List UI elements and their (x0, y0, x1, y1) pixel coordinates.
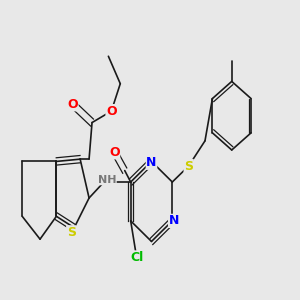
Text: S: S (67, 226, 76, 239)
Text: O: O (106, 105, 117, 118)
Text: NH: NH (98, 175, 116, 185)
Text: N: N (146, 156, 157, 169)
Text: N: N (169, 214, 179, 227)
Text: Cl: Cl (130, 251, 143, 264)
Text: S: S (184, 160, 193, 172)
Text: O: O (109, 146, 120, 159)
Text: O: O (68, 98, 78, 111)
